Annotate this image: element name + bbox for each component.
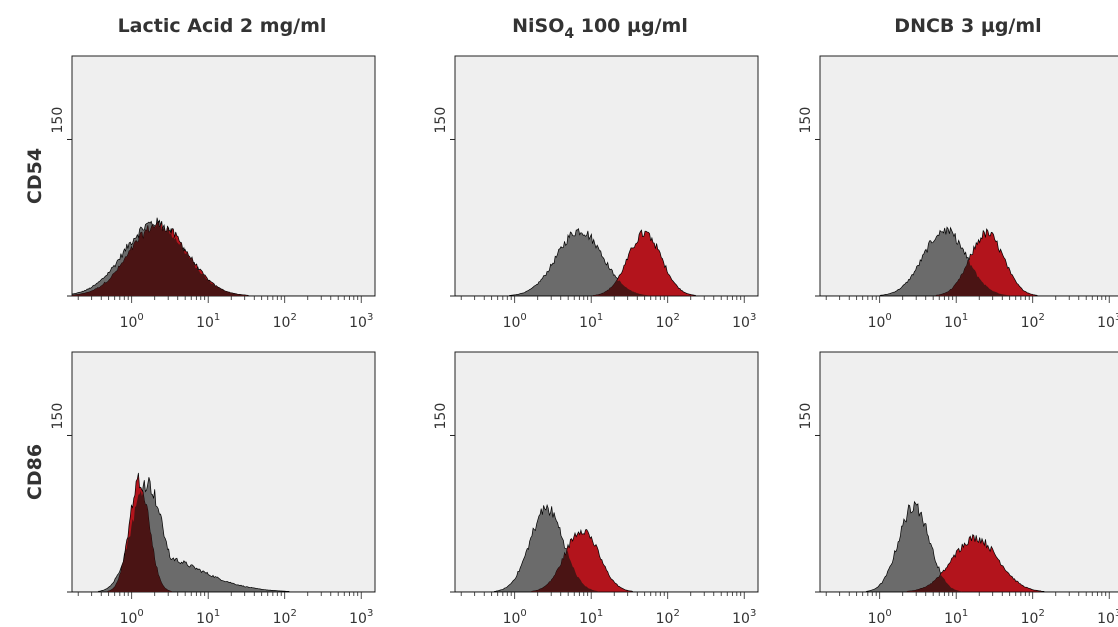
x-tick-label-10-2: 102	[1021, 608, 1045, 627]
histogram-overlap	[72, 222, 375, 296]
panel-cd54-2: 150 100 101 102 103	[433, 55, 759, 331]
panel-frame	[454, 55, 759, 297]
panel-cd86-3: 150 100 101 102 103	[798, 351, 1118, 627]
column-title-dncb: DNCB 3 µg/ml	[894, 15, 1041, 37]
x-tick-label-10-0: 100	[120, 312, 144, 331]
x-tick-label-10-2: 102	[273, 312, 297, 331]
x-tick-label-10-0: 100	[120, 608, 144, 627]
x-tick-label-10-2: 102	[1021, 312, 1045, 331]
x-tick-label-10-0: 100	[503, 312, 527, 331]
x-tick-label-10-3: 103	[732, 608, 756, 627]
column-title-niso4: NiSO4 100 µg/ml	[512, 15, 688, 42]
x-tick-label-10-2: 102	[656, 608, 680, 627]
x-tick-label-10-2: 102	[656, 312, 680, 331]
panel-cd54-1: 150 100 101 102 103	[50, 55, 376, 331]
x-tick-label-10-0: 100	[868, 608, 892, 627]
x-tick-label-10-1: 101	[579, 312, 603, 331]
row-label-cd54: CD54	[24, 148, 46, 204]
panel-frame	[454, 351, 759, 593]
histogram-overlap	[72, 490, 375, 592]
y-tick-label-150: 150	[798, 403, 814, 430]
x-tick-label-10-1: 101	[196, 312, 220, 331]
y-tick-label-150: 150	[50, 403, 66, 430]
x-tick-label-10-1: 101	[944, 608, 968, 627]
histogram-treated	[820, 534, 1118, 592]
x-tick-label-10-3: 103	[1097, 608, 1118, 627]
histogram-overlap	[455, 279, 758, 296]
panel-frame	[71, 351, 376, 593]
y-tick-label-150: 150	[433, 403, 449, 430]
x-tick-label-10-2: 102	[273, 608, 297, 627]
column-title-lactic-acid: Lactic Acid 2 mg/ml	[118, 15, 327, 37]
panel-cd86-2: 150 100 101 102 103	[433, 351, 759, 627]
x-tick-label-10-0: 100	[503, 608, 527, 627]
x-tick-label-10-0: 100	[868, 312, 892, 331]
x-tick-label-10-3: 103	[349, 608, 373, 627]
histogram-treated	[455, 229, 758, 296]
histogram-control	[455, 227, 758, 296]
histogram-overlap	[820, 260, 1118, 296]
histogram-control	[820, 500, 1118, 592]
y-tick-label-150: 150	[798, 107, 814, 134]
x-tick-label-10-3: 103	[1097, 312, 1118, 331]
histogram-treated	[455, 528, 758, 592]
panel-cd86-1: 150 100 101 102 103	[50, 351, 376, 627]
x-tick-label-10-1: 101	[944, 312, 968, 331]
panel-cd54-3: 150 100 101 102 103	[798, 55, 1118, 331]
x-tick-label-10-3: 103	[349, 312, 373, 331]
panel-frame	[819, 55, 1118, 297]
y-tick-label-150: 150	[433, 107, 449, 134]
x-tick-label-10-3: 103	[732, 312, 756, 331]
row-label-cd86: CD86	[24, 444, 46, 500]
x-tick-label-10-1: 101	[196, 608, 220, 627]
x-tick-label-10-1: 101	[579, 608, 603, 627]
y-tick-label-150: 150	[50, 107, 66, 134]
histogram-control	[455, 503, 758, 592]
